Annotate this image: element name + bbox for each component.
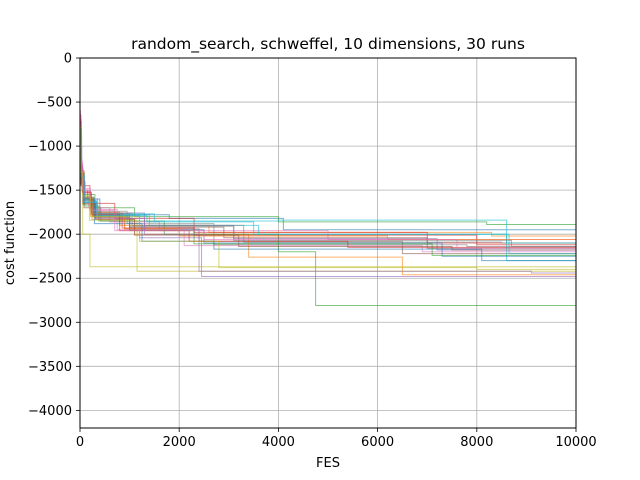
series-line-run-30 (80, 128, 576, 255)
series-line-run-16 (80, 136, 576, 249)
y-axis-label: cost function (3, 201, 18, 285)
y-tick-label: −4000 (28, 404, 72, 419)
x-tick-label: 4000 (262, 435, 295, 450)
x-axis-label: FES (316, 456, 340, 471)
y-tick-label: −3500 (28, 360, 72, 375)
x-tick-label: 2000 (163, 435, 196, 450)
x-tick-label: 8000 (460, 435, 493, 450)
y-tick-label: 0 (64, 52, 72, 67)
x-tick-label: 6000 (361, 435, 394, 450)
series-layer (80, 110, 577, 307)
y-tick-label: −2000 (28, 228, 72, 243)
chart-title: random_search, schweffel, 10 dimensions,… (131, 35, 525, 54)
y-tick-label: −500 (36, 96, 72, 111)
y-axis: 0 −500 −1000 −1500 −2000 −2500 −3000 −3500 −4000 (28, 52, 80, 419)
y-tick-label: −1500 (28, 184, 72, 199)
x-axis: 0 2000 4000 6000 8000 10000 (76, 428, 597, 450)
plot-area-frame (79, 57, 577, 429)
series-line-run-25 (80, 131, 576, 274)
y-tick-label: −2500 (28, 272, 72, 287)
y-tick-label: −3000 (28, 316, 72, 331)
x-tick-label: 0 (76, 435, 84, 450)
x-tick-label: 10000 (555, 435, 596, 450)
y-tick-label: −1000 (28, 140, 72, 155)
